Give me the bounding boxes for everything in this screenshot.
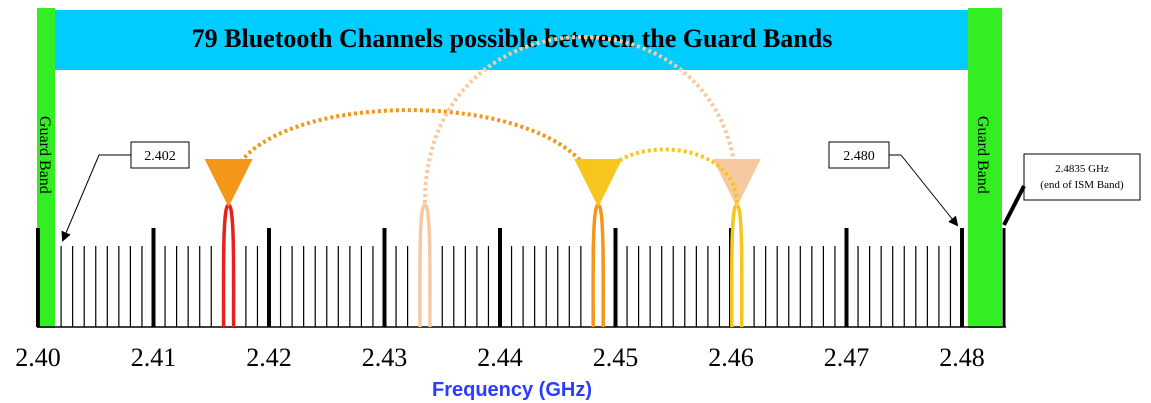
ism-end-label-line2: (end of ISM Band) bbox=[1040, 179, 1124, 191]
guard-band-left-label: Guard Band bbox=[36, 116, 53, 194]
ism-end-pointer bbox=[1002, 185, 1026, 226]
tick-label: 2.43 bbox=[362, 343, 408, 372]
hop-spike bbox=[418, 203, 432, 328]
tick-label: 2.41 bbox=[131, 343, 177, 372]
callout-end-label: 2.480 bbox=[843, 149, 875, 164]
guard-band-left bbox=[37, 8, 55, 328]
title-band bbox=[55, 10, 969, 70]
major-ticks bbox=[36, 228, 1006, 327]
tick-label: 2.42 bbox=[246, 343, 292, 372]
guard-band-right bbox=[968, 8, 1002, 328]
hop-spikes bbox=[221, 203, 744, 328]
diagram-title: 79 Bluetooth Channels possible between t… bbox=[192, 24, 833, 53]
hop-arc bbox=[204, 108, 601, 207]
hop-arc bbox=[422, 35, 761, 207]
callout-start-box bbox=[130, 141, 190, 169]
tick-label: 2.44 bbox=[477, 343, 523, 372]
tick-label: 2.46 bbox=[708, 343, 754, 372]
callout-start-label: 2.402 bbox=[144, 149, 176, 164]
x-axis-label: Frequency (GHz) bbox=[432, 379, 592, 401]
tick-label: 2.45 bbox=[593, 343, 639, 372]
tick-labels: 2.40 2.41 2.42 2.43 2.44 2.45 2.46 2.47 2.48 bbox=[15, 343, 985, 372]
ism-end-box bbox=[1023, 153, 1141, 201]
tick-label: 2.48 bbox=[939, 343, 985, 372]
ism-end-label-line1: 2.4835 GHz bbox=[1055, 163, 1109, 175]
channel-ticks bbox=[60, 246, 963, 327]
hop-arcs bbox=[204, 35, 761, 207]
hop-spike bbox=[221, 203, 236, 328]
tick-label: 2.40 bbox=[15, 343, 61, 372]
callout-end-box bbox=[828, 141, 890, 169]
guard-band-right-label: Guard Band bbox=[974, 116, 991, 194]
callout-start-arrow bbox=[61, 154, 100, 242]
hop-arc bbox=[574, 147, 739, 207]
hop-spike bbox=[729, 203, 744, 328]
tick-label: 2.47 bbox=[824, 343, 870, 372]
hop-spike bbox=[591, 203, 605, 328]
callout-end-arrow bbox=[900, 154, 959, 227]
